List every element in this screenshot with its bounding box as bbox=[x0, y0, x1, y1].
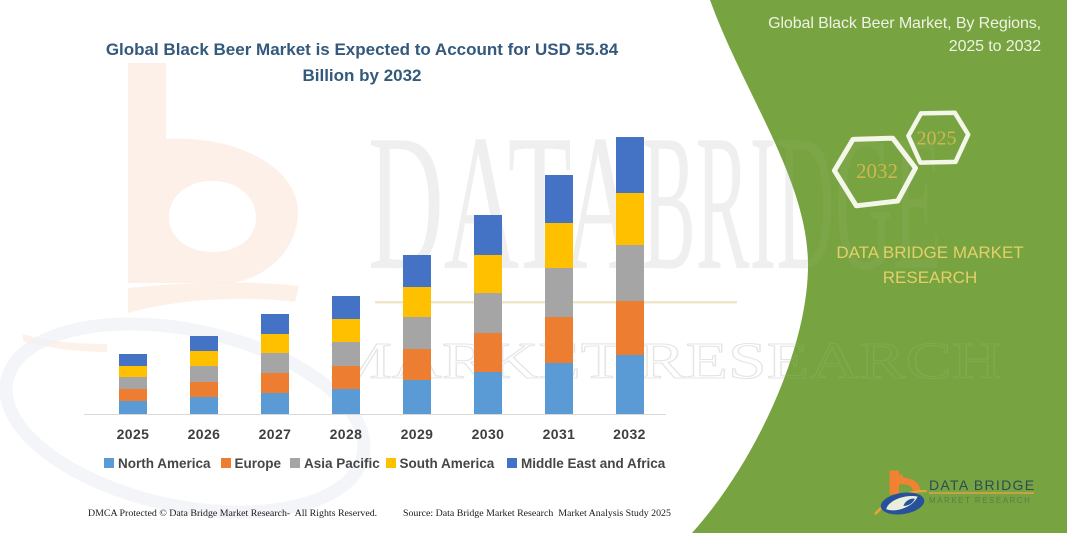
svg-text:2032: 2032 bbox=[856, 159, 898, 183]
svg-text:2025: 2025 bbox=[917, 128, 957, 150]
